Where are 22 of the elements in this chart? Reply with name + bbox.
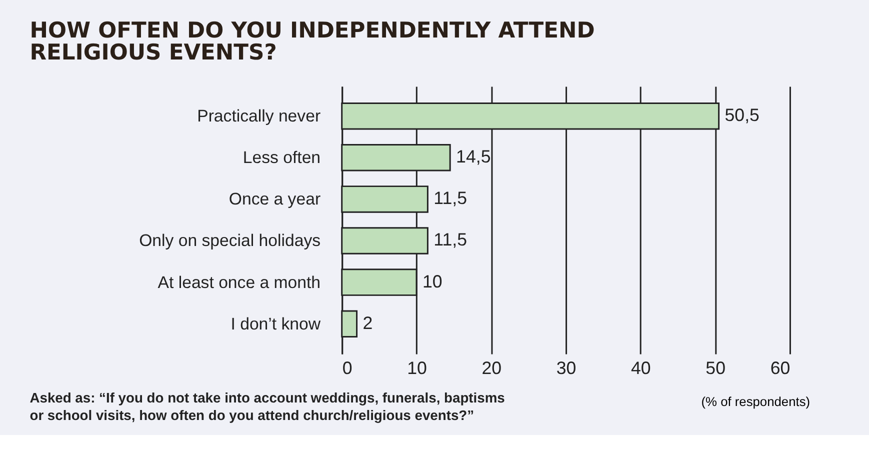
y-tick-label: I don’t know	[230, 314, 322, 334]
x-tick-label: 50	[706, 358, 726, 378]
x-axis-title: (% of respondents)	[701, 394, 810, 409]
x-tick-label: 40	[631, 358, 651, 378]
x-tick-label: 10	[407, 358, 427, 378]
y-tick-label: Less often	[242, 148, 321, 168]
data-label: 11,5	[434, 188, 468, 208]
y-tick-label: Only on special holidays	[139, 231, 321, 250]
data-label: 14,5	[456, 146, 491, 167]
data-label: 50,5	[724, 105, 760, 126]
data-label: 11,5	[434, 230, 468, 250]
x-tick-label: 0	[342, 358, 352, 378]
text: Asked as: “If you do not take into account weddings, funerals, baptisms or school visits, how often do you attend church/religious events?”	[30, 389, 506, 424]
data-label: 2	[362, 312, 373, 333]
x-tick-label: 30	[556, 358, 576, 378]
y-tick-label: Once a year	[228, 190, 321, 209]
x-tick-label: 20	[482, 358, 502, 378]
data-label: 10	[422, 271, 442, 292]
y-tick-label: Practically never	[197, 106, 321, 126]
x-tick-label: 60	[770, 358, 790, 378]
chart-title: HOW OFTEN DO YOU INDEPENDENTLY ATTEND RELIGIOUS EVENTS?	[30, 18, 595, 66]
y-tick-label: At least once a month	[158, 272, 321, 292]
